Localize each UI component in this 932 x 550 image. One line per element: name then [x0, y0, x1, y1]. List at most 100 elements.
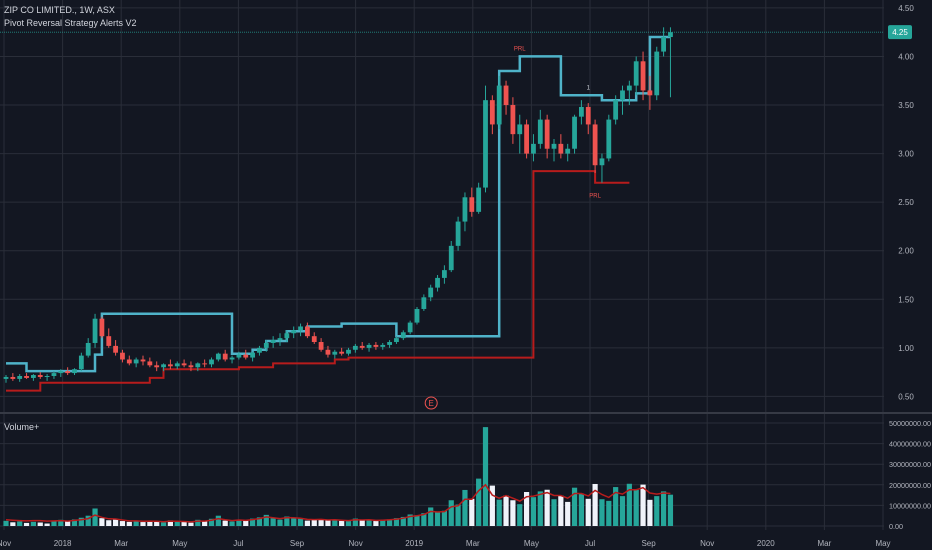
candle-body	[373, 344, 379, 347]
volume-bar	[352, 518, 358, 526]
candle-body	[407, 322, 413, 333]
candle-body	[236, 354, 242, 358]
volume-bar	[530, 497, 537, 526]
volume-bar	[448, 500, 454, 526]
candle-body	[311, 336, 317, 343]
symbol-title[interactable]: ZIP CO LIMITED., 1W, ASX	[4, 5, 115, 15]
candle-body	[339, 351, 345, 354]
volume-bar	[633, 489, 639, 526]
volume-bar	[599, 499, 605, 526]
signal-label: 1	[587, 85, 591, 91]
volume-bar	[236, 520, 242, 526]
study-title[interactable]: Pivot Reversal Strategy Alerts V2	[4, 18, 137, 28]
volume-bar	[496, 499, 502, 526]
price-axis-label: 2.50	[898, 198, 914, 207]
volume-bar	[17, 521, 23, 526]
volume-bar	[366, 519, 372, 526]
price-axis-label: 1.50	[898, 295, 914, 304]
volume-bar	[325, 520, 331, 526]
time-axis-label: Nov	[348, 539, 362, 548]
upper-pivot-line	[6, 35, 671, 373]
candle-body	[188, 365, 194, 368]
volume-bar	[58, 519, 64, 526]
volume-bar	[277, 519, 283, 526]
lower-pivot-line	[6, 170, 630, 392]
time-axis-label: Nov	[0, 539, 11, 548]
volume-bar	[23, 522, 30, 526]
volume-bar	[181, 521, 187, 526]
candle-body	[120, 352, 125, 360]
volume-bar	[578, 493, 584, 526]
volume-bar	[517, 504, 523, 526]
candle-body	[633, 61, 639, 86]
earnings-badge	[424, 396, 438, 410]
time-axis-label: May	[524, 539, 539, 548]
candle-body	[263, 342, 269, 348]
volume-bar	[291, 517, 297, 526]
candle-body	[585, 106, 591, 125]
volume-bar	[78, 517, 84, 526]
volume-bar	[647, 499, 653, 526]
candle-body	[476, 187, 482, 212]
volume-bar	[188, 522, 194, 526]
candle-body	[113, 345, 118, 353]
candle-body	[161, 364, 166, 368]
volume-bar	[469, 498, 475, 526]
candle-body	[517, 124, 523, 135]
volume-bar	[428, 507, 434, 526]
volume-bar	[661, 491, 667, 526]
candle-body	[181, 363, 187, 366]
candle-body	[222, 353, 228, 360]
price-axis-label: 4.00	[898, 52, 914, 61]
volume-bar	[270, 518, 276, 526]
candle-body	[503, 85, 509, 106]
candle-body	[647, 90, 653, 96]
volume-study-title[interactable]: Volume+	[4, 422, 40, 432]
candle-body	[10, 376, 16, 379]
volume-bar	[489, 485, 495, 526]
volume-bar	[476, 478, 482, 526]
volume-bar	[551, 499, 557, 526]
candle-body	[606, 119, 612, 159]
price-axis-label: 2.00	[898, 247, 914, 256]
candle-body	[510, 105, 516, 135]
volume-bar	[537, 491, 543, 526]
time-axis-label: 2019	[405, 539, 423, 548]
candle-body	[394, 338, 399, 343]
volume-bar	[626, 483, 632, 526]
volume-bar	[263, 514, 269, 526]
volume-bar	[208, 518, 215, 526]
candle-body	[579, 106, 584, 117]
volume-bar	[585, 498, 591, 526]
candle-body	[483, 100, 488, 188]
volume-bar	[37, 522, 43, 526]
volume-bar	[106, 520, 112, 526]
volume-bar	[503, 495, 509, 526]
volume-bar	[229, 521, 235, 526]
price-axis-label: 3.00	[898, 150, 914, 159]
candle-body	[106, 336, 112, 346]
candle-body	[421, 297, 427, 309]
volume-bar	[667, 494, 674, 526]
candle-body	[215, 353, 221, 360]
volume-pane[interactable]	[3, 427, 674, 526]
volume-bar	[3, 520, 9, 526]
volume-bar	[434, 511, 441, 526]
axes: 0.50 1.00 1.50 2.00 2.50 3.00 3.50 4.00 4.50 0.00…	[0, 4, 931, 548]
volume-bar	[482, 427, 489, 526]
volume-bar	[99, 518, 105, 526]
volume-bar	[421, 513, 427, 526]
time-axis-label: May	[875, 539, 890, 548]
candle-body	[72, 369, 77, 374]
volume-bar	[250, 518, 256, 526]
earnings-badge-label: E	[429, 399, 434, 408]
candle-body	[195, 363, 201, 368]
candle-body	[24, 376, 29, 378]
candle-body	[654, 51, 660, 96]
volume-bar	[571, 487, 578, 526]
volume-bar	[119, 521, 126, 526]
last-price-value: 4.25	[892, 28, 908, 37]
candle-body	[496, 85, 502, 125]
price-pane[interactable]: PRL 1 PRL E	[3, 27, 673, 410]
